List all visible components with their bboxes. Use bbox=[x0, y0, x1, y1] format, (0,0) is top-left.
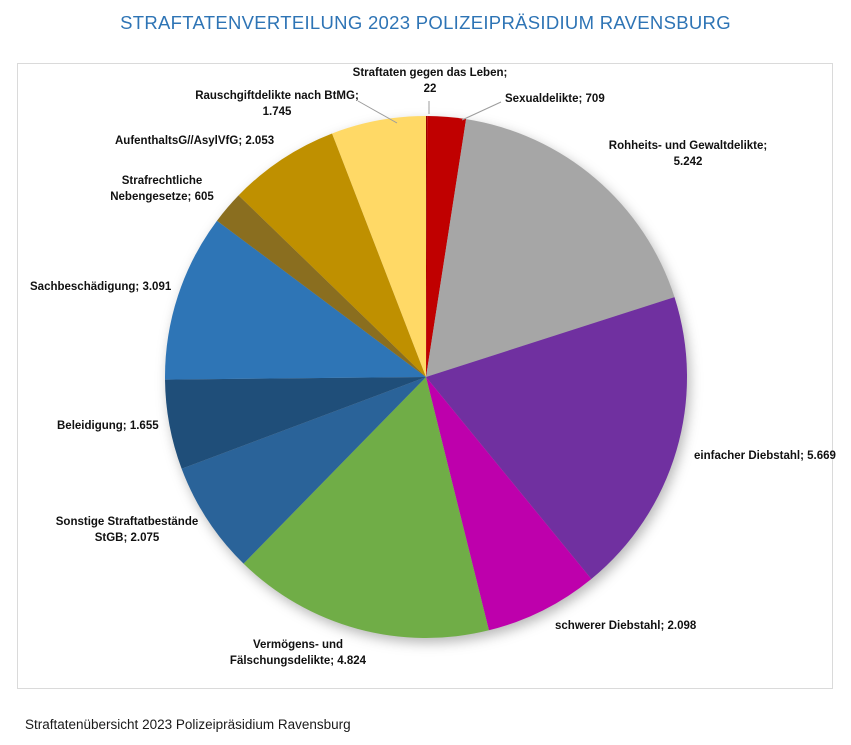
slice-label-beleidigung: Beleidigung; 1.655 bbox=[57, 420, 159, 432]
pie-slice-sexualdelikte bbox=[426, 116, 467, 377]
pie-slice-strafrechtliche-nebengesetze bbox=[216, 195, 426, 377]
pie-slice-einfacher-diebstahl bbox=[426, 297, 688, 579]
pie-slice-aufenthaltsg-asylvfg bbox=[238, 133, 426, 377]
pie-slice-sachbeschädigung bbox=[164, 220, 426, 380]
slice-label-sexualdelikte: Sexualdelikte; 709 bbox=[505, 93, 605, 105]
slice-label-schwerer-diebstahl: schwerer Diebstahl; 2.098 bbox=[555, 620, 697, 632]
slice-label-rauschgiftdelikte-nach-btmg: Rauschgiftdelikte nach BtMG; 1.745 bbox=[195, 90, 359, 118]
leader-line-sexualdelikte bbox=[461, 101, 502, 121]
page-title: STRAFTATENVERTEILUNG 2023 POLIZEIPRÄSIDI… bbox=[120, 12, 731, 33]
pie-slice-vermögens-und-fälschungsdelikte bbox=[243, 377, 489, 639]
pie-slice-rauschgiftdelikte-nach-btmg bbox=[332, 116, 426, 377]
slice-label-rohheits-und-gewaltdelikte: Rohheits- und Gewaltdelikte; 5.242 bbox=[608, 140, 768, 168]
pie-slice-beleidigung bbox=[165, 377, 426, 469]
pie-slices-group bbox=[164, 115, 688, 639]
slice-label-straftaten-gegen-das-leben: Straftaten gegen das Leben; 22 bbox=[352, 67, 508, 95]
leader-line-rauschgiftdelikte bbox=[357, 100, 398, 124]
slice-label-vermoegens-und-faelschungsdelikte: Vermögens- und Fälschungsdelikte; 4.824 bbox=[229, 639, 367, 667]
slice-label-einfacher-diebstahl: einfacher Diebstahl; 5.669 bbox=[694, 450, 836, 462]
slice-label-sonstige-straftatbestaende-stgb: Sonstige Straftatbestände StGB; 2.075 bbox=[55, 516, 199, 544]
chart-caption: Straftatenübersicht 2023 Polizeipräsidiu… bbox=[25, 717, 351, 732]
pie-slice-straftaten-gegen-das-leben bbox=[426, 115, 428, 377]
pie-slice-schwerer-diebstahl bbox=[426, 377, 592, 631]
pie-slice-rohheits-und-gewaltdelikte bbox=[426, 119, 675, 377]
slice-label-strafrechtliche-nebengesetze: Strafrechtliche Nebengesetze; 605 bbox=[110, 175, 214, 203]
slice-label-sachbeschaedigung: Sachbeschädigung; 3.091 bbox=[30, 281, 172, 293]
slice-label-aufenthaltsg-asylvfg: AufenthaltsG//AsylVfG; 2.053 bbox=[115, 135, 275, 147]
pie-slice-sonstige-straftatbestände-stgb bbox=[181, 377, 426, 564]
